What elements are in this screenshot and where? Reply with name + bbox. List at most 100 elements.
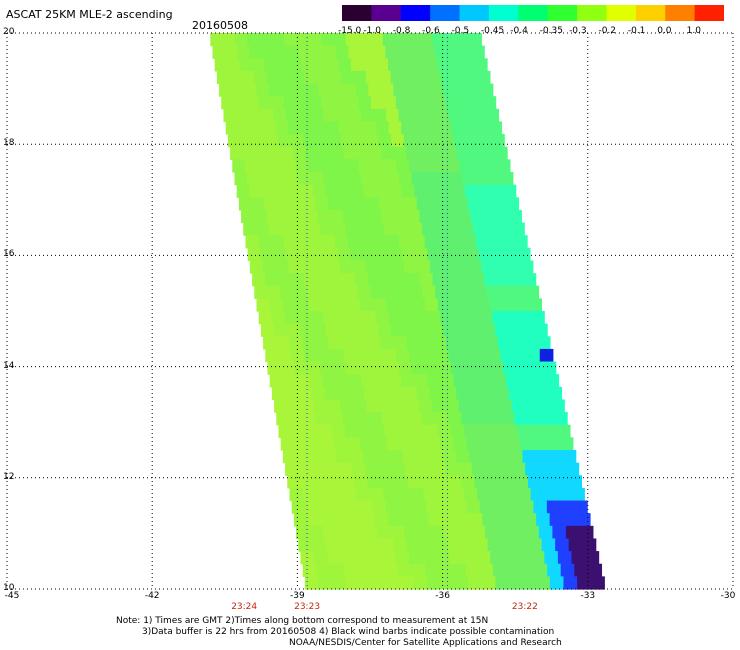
swath-cell (453, 437, 468, 451)
swath-cell (230, 146, 244, 160)
swath-cell (375, 311, 390, 325)
swath-cell (502, 184, 517, 198)
latitude-label: 12 (3, 471, 15, 482)
swath-cell (293, 83, 307, 97)
swath-cell (405, 83, 419, 97)
swath-cell (283, 96, 297, 110)
swath-cell (469, 146, 483, 160)
swath-cell (444, 525, 459, 540)
swath-cell (508, 209, 522, 224)
swath-cell (517, 551, 532, 565)
swath-cell (374, 513, 389, 527)
swath-cell (493, 500, 508, 514)
swath-cell (311, 386, 326, 401)
swath-cell (517, 487, 532, 502)
swath-cell (347, 513, 362, 527)
swath-cell (280, 146, 294, 160)
swath-cell (318, 576, 333, 590)
swath-cell (238, 197, 253, 211)
swath-cell (410, 487, 425, 502)
swath-cell (320, 513, 335, 527)
swath-cell (277, 197, 291, 211)
swath-cell (223, 108, 237, 123)
swath-cell (385, 108, 400, 123)
swath-cell (332, 222, 347, 236)
date-label: 20160508 (192, 19, 248, 32)
swath-cell (244, 159, 259, 173)
swath-cell (408, 159, 423, 173)
swath-cell (477, 184, 491, 198)
swath-cell (249, 184, 263, 198)
swath-cell (401, 311, 416, 325)
swath-cell (519, 563, 535, 577)
swath-cell (454, 197, 469, 211)
swath-cell (428, 513, 443, 527)
swath-cell (554, 475, 569, 489)
swath-cell (358, 159, 372, 173)
swath-cell (536, 513, 551, 527)
swath-cell (378, 70, 392, 85)
swath-cell (301, 260, 315, 274)
swath-cell (333, 437, 348, 451)
swath-cell (461, 348, 475, 363)
swath-cell (498, 399, 513, 413)
swath-cell (441, 134, 455, 148)
swath-cell (477, 424, 492, 438)
swath-cell (479, 134, 493, 148)
swath-cell (484, 273, 498, 287)
swath-cell (392, 399, 407, 413)
swath-cell (328, 336, 342, 350)
swath-cell (398, 108, 412, 123)
swath-cell (508, 386, 523, 401)
product-title: ASCAT 25KM MLE-2 ascending (6, 8, 173, 21)
swath-cell (475, 235, 490, 249)
swath-cell (452, 563, 467, 577)
swath-cell (385, 45, 399, 59)
swath-cell (473, 285, 488, 299)
swath-cell (388, 513, 403, 527)
swath-cell (391, 260, 405, 274)
swath-cell (499, 285, 514, 299)
swath-cell (400, 58, 414, 72)
swath-cell (556, 424, 571, 438)
swath-cell (466, 134, 480, 148)
longitude-label: -45 (4, 591, 20, 601)
swath-cell (314, 260, 328, 274)
colorbar-label: -0.2 (598, 26, 617, 36)
swath-cell (380, 273, 395, 287)
swath-cell (517, 247, 531, 262)
latitude-label: 16 (3, 249, 15, 260)
swath-cell (447, 45, 461, 59)
swath-cell (344, 424, 359, 438)
swath-cell (437, 58, 451, 72)
swath-cell (291, 424, 306, 438)
latitude-label: 14 (3, 360, 15, 371)
swath-cell (298, 538, 313, 552)
swath-cell (311, 45, 325, 59)
swath-cell (450, 424, 465, 438)
swath-cell (474, 58, 488, 72)
swath-cell (396, 222, 410, 236)
swath-cell (382, 348, 397, 363)
swath-cell (380, 475, 395, 489)
swath-cell (579, 525, 594, 540)
swath-cell (501, 475, 516, 489)
swath-cell (437, 361, 452, 375)
swath-cell (269, 298, 283, 312)
swath-cell (360, 437, 375, 451)
swath-cell (440, 437, 454, 451)
swath-cell (247, 172, 261, 186)
swath-cell (375, 58, 389, 72)
swath-cell (318, 146, 332, 160)
swath-cell (374, 374, 389, 388)
swath-cell (477, 487, 492, 502)
swath-cell (282, 159, 296, 173)
swath-cell (565, 462, 580, 476)
swath-cell (418, 146, 433, 160)
swath-cell (325, 121, 340, 135)
swath-cell (415, 450, 430, 464)
swath-cell (495, 450, 510, 464)
swath-cell (354, 475, 369, 489)
swath-cell (281, 222, 295, 236)
